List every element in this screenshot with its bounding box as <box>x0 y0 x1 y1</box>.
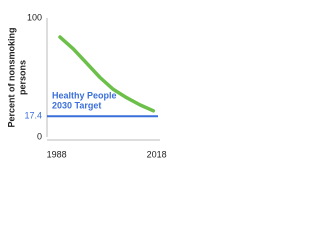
y-axis-label: Percent of nonsmoking persons <box>6 27 27 127</box>
target-label: 2030 Target <box>52 101 101 111</box>
target-label: Healthy People <box>52 91 117 101</box>
x-tick-label: 2018 <box>147 149 167 159</box>
x-tick-label: 1988 <box>47 149 67 159</box>
data-line <box>58 35 156 113</box>
chart: Percent of nonsmoking persons 0 100 1988 2018… <box>6 12 167 159</box>
y-tick-label: 0 <box>37 131 42 141</box>
target-value-label: 17.4 <box>24 111 42 121</box>
y-axis-label-line: Percent of nonsmoking <box>6 27 16 127</box>
y-axis-label-line: persons <box>17 60 27 95</box>
y-tick-label: 100 <box>27 12 42 22</box>
